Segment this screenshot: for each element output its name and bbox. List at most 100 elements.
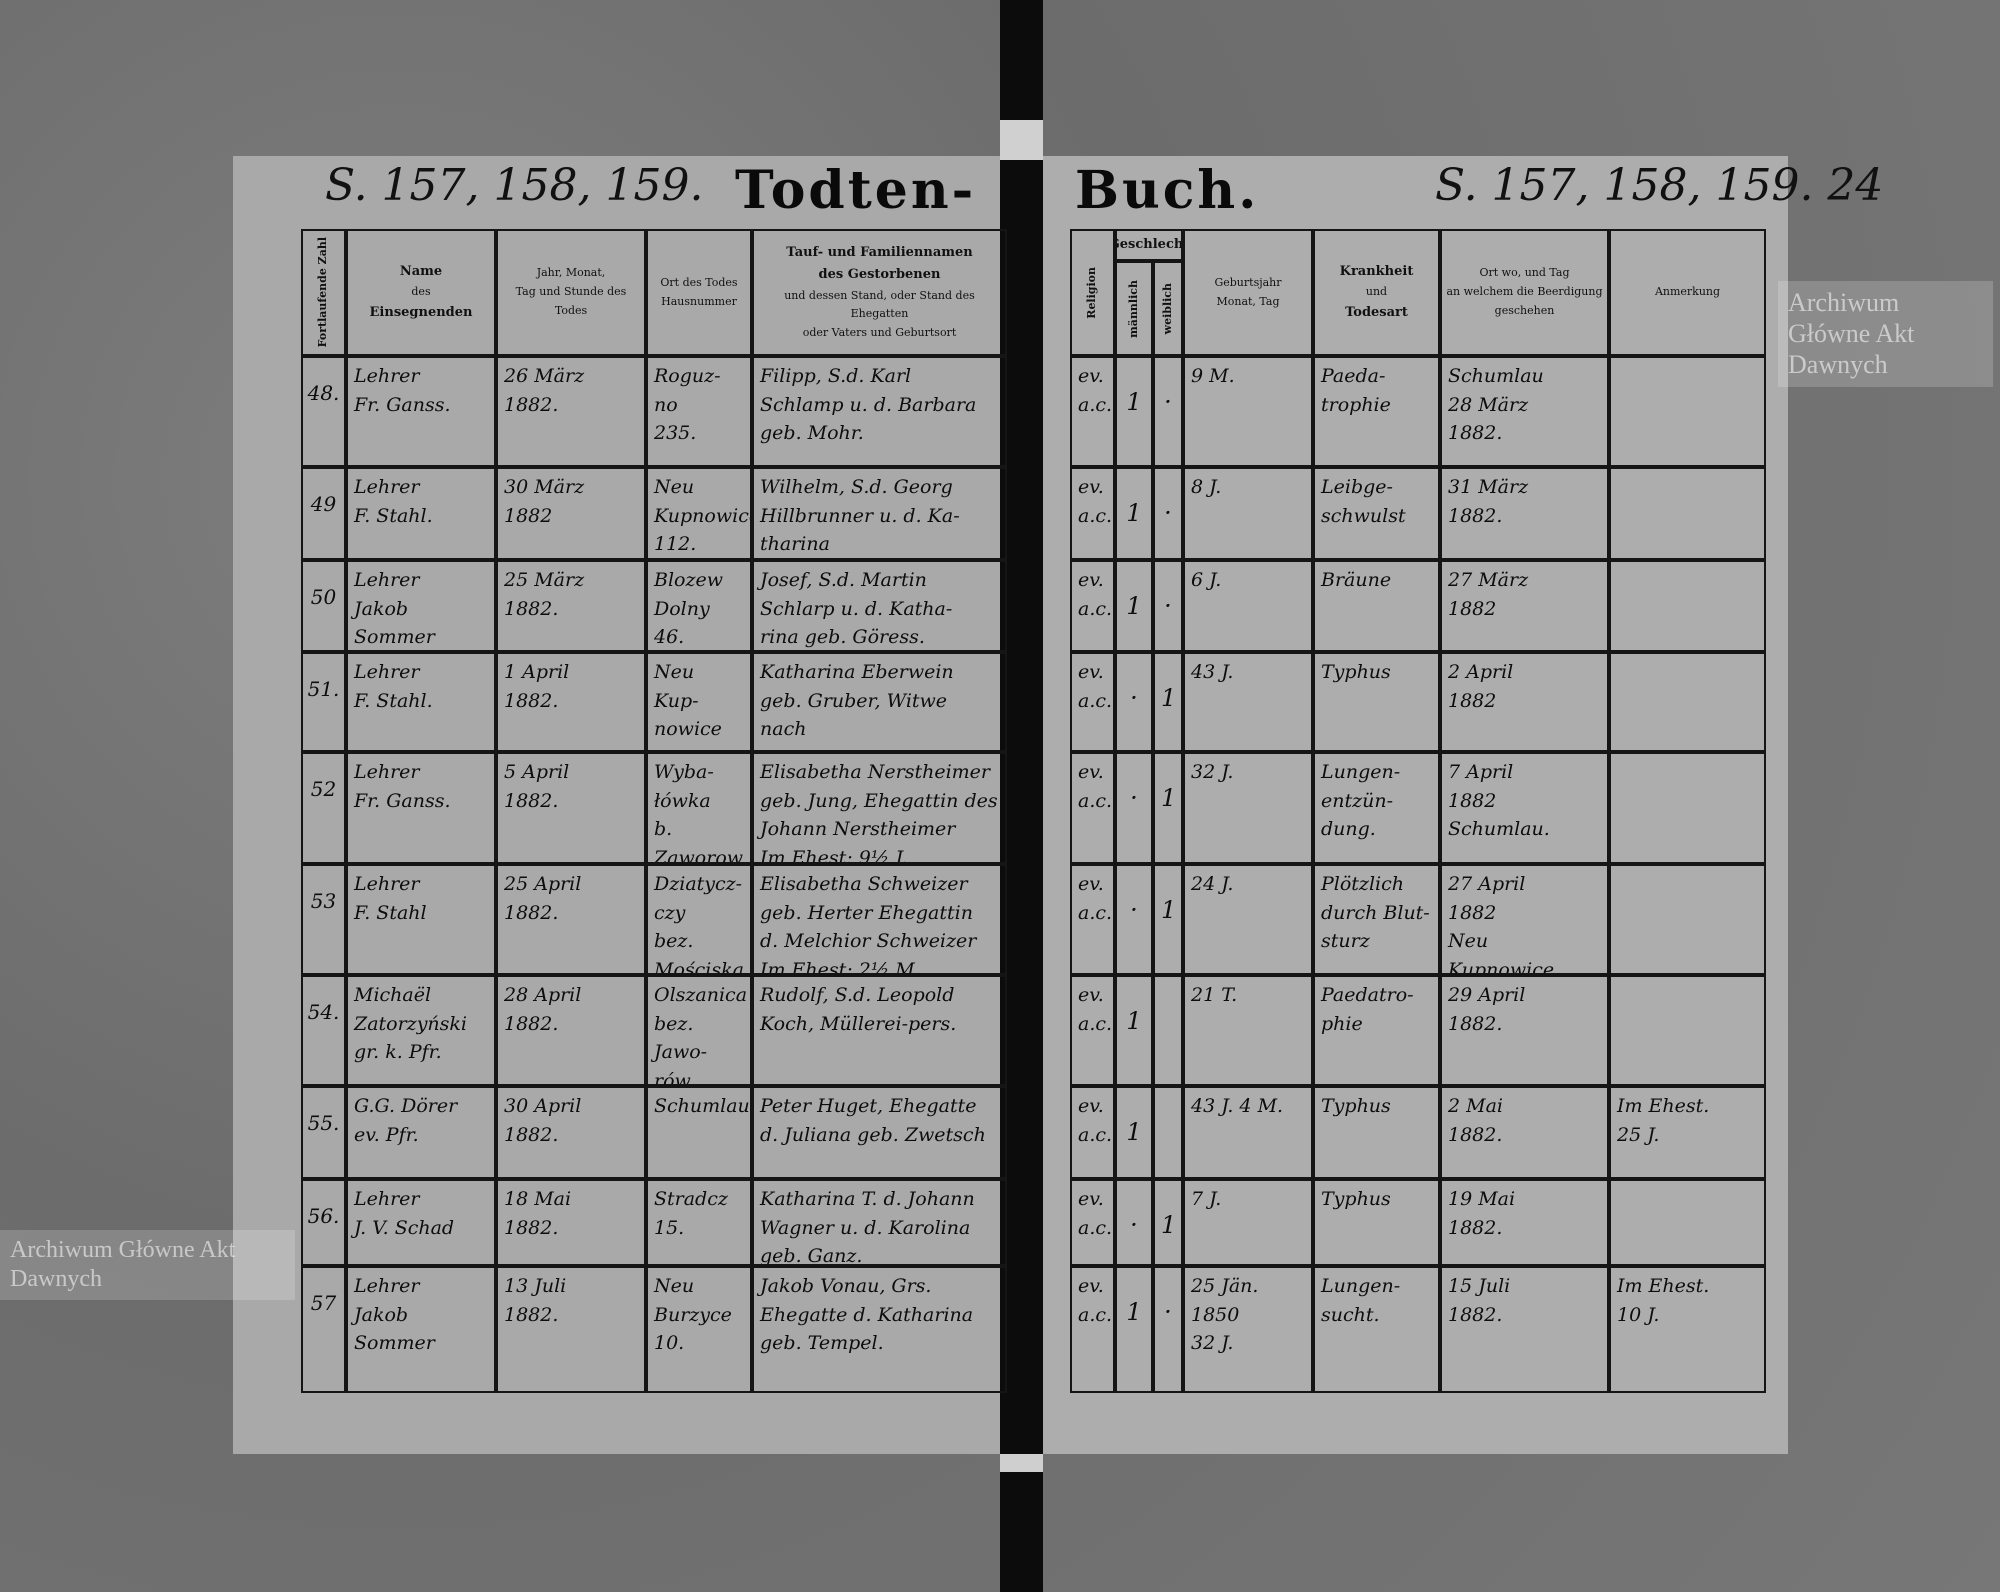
entry-officiant: Lehrer F. Stahl. <box>346 467 496 560</box>
entry-burial: 29 April 1882. <box>1440 975 1609 1086</box>
entry-birth: 43 J. <box>1183 652 1313 752</box>
entry-male: · <box>1115 652 1153 752</box>
entry-male: · <box>1115 864 1153 975</box>
header-deceased: Tauf- und Familiennamen des Gestorbenen un… <box>752 229 1007 356</box>
entry-deceased: Wilhelm, S.d. Georg Hillbrunner u. d. Ka… <box>752 467 1007 560</box>
header-line: und dessen Stand, oder Stand des Ehegatt… <box>784 288 975 321</box>
entry-disease: Paeda- trophie <box>1313 356 1440 467</box>
entry-religion: ev. a.c. <box>1070 652 1115 752</box>
entry-deceased: Katharina Eberwein geb. Gruber, Witwe na… <box>752 652 1007 752</box>
entry-disease: Lungen- entzün- dung. <box>1313 752 1440 864</box>
entry-date: 28 April 1882. <box>496 975 646 1086</box>
header-line: Ort wo, und Tag <box>1479 266 1570 280</box>
entry-male: 1 <box>1115 1086 1153 1179</box>
header-line: Ort des Todes <box>660 275 738 289</box>
entry-religion: ev. a.c. <box>1070 356 1115 467</box>
page-reference-right: S. 157, 158, 159. 24 <box>1435 160 1884 211</box>
entry-officiant: Lehrer Jakob Sommer <box>346 560 496 652</box>
entry-note <box>1609 752 1766 864</box>
entry-note <box>1609 652 1766 752</box>
entry-officiant: Lehrer F. Stahl <box>346 864 496 975</box>
watermark: Archiwum Główne Akt Dawnych <box>0 1230 295 1300</box>
header-line: geschehen <box>1494 303 1555 317</box>
entry-note <box>1609 1179 1766 1266</box>
header-male: männlich <box>1115 261 1153 356</box>
entry-number: 56. <box>301 1179 346 1266</box>
entry-birth: 21 T. <box>1183 975 1313 1086</box>
entry-birth: 32 J. <box>1183 752 1313 864</box>
entry-female: · <box>1153 560 1183 652</box>
watermark: Archiwum Główne Akt Dawnych <box>1778 281 1993 387</box>
entry-disease: Typhus <box>1313 652 1440 752</box>
entry-date: 18 Mai 1882. <box>496 1179 646 1266</box>
header-line: Todes <box>554 303 588 317</box>
header-line: an welchem die Beerdigung <box>1446 285 1603 299</box>
entry-male: 1 <box>1115 356 1153 467</box>
header-religion: Religion <box>1070 229 1115 356</box>
entry-officiant: G.G. Dörer ev. Pfr. <box>346 1086 496 1179</box>
left-page <box>233 156 1031 1454</box>
entry-number: 57 <box>301 1266 346 1393</box>
entry-deceased: Rudolf, S.d. Leopold Koch, Müllerei-pers… <box>752 975 1007 1086</box>
entry-note <box>1609 560 1766 652</box>
entry-birth: 7 J. <box>1183 1179 1313 1266</box>
entry-disease: Typhus <box>1313 1086 1440 1179</box>
entry-note <box>1609 975 1766 1086</box>
entry-deceased: Jakob Vonau, Grs. Ehegatte d. Katharina … <box>752 1266 1007 1393</box>
entry-female: · <box>1153 467 1183 560</box>
entry-place: Neu Kupnowice 112. <box>646 467 752 560</box>
entry-female: 1 <box>1153 1179 1183 1266</box>
entry-place: Blozew Dolny 46. <box>646 560 752 652</box>
entry-officiant: Lehrer J. V. Schad <box>346 1179 496 1266</box>
entry-religion: ev. a.c. <box>1070 864 1115 975</box>
entry-male: 1 <box>1115 560 1153 652</box>
entry-religion: ev. a.c. <box>1070 1179 1115 1266</box>
entry-disease: Typhus <box>1313 1179 1440 1266</box>
entry-male: 1 <box>1115 1266 1153 1393</box>
entry-male: · <box>1115 1179 1153 1266</box>
entry-date: 30 April 1882. <box>496 1086 646 1179</box>
entry-religion: ev. a.c. <box>1070 560 1115 652</box>
entry-religion: ev. a.c. <box>1070 1086 1115 1179</box>
entry-number: 55. <box>301 1086 346 1179</box>
entry-disease: Leibge- schwulst <box>1313 467 1440 560</box>
header-officiant: Name des Einsegnenden <box>346 229 496 356</box>
entry-burial: 2 Mai 1882. <box>1440 1086 1609 1179</box>
entry-birth: 9 M. <box>1183 356 1313 467</box>
book-spine <box>1000 0 1043 1592</box>
header-line: Jahr, Monat, <box>536 266 606 280</box>
header-line: Todesart <box>1345 304 1408 320</box>
entry-officiant: Lehrer Fr. Ganss. <box>346 752 496 864</box>
header-number: Fortlaufende Zahl <box>301 229 346 356</box>
header-line: oder Vaters und Geburtsort <box>802 325 957 339</box>
header-line: Hausnummer <box>661 294 737 308</box>
entry-female <box>1153 975 1183 1086</box>
entry-place: Olszanica bez. Jawo- rów 153. <box>646 975 752 1086</box>
header-line: Geschlecht <box>1117 236 1183 252</box>
entry-officiant: Michaël Zatorzyński gr. k. Pfr. <box>346 975 496 1086</box>
entry-number: 50 <box>301 560 346 652</box>
right-page <box>1043 156 1788 1454</box>
entry-officiant: Lehrer F. Stahl. <box>346 652 496 752</box>
spine-gap <box>1000 120 1043 160</box>
header-line: männlich <box>1126 279 1140 338</box>
entry-burial: Schumlau 28 März 1882. <box>1440 356 1609 467</box>
entry-burial: 19 Mai 1882. <box>1440 1179 1609 1266</box>
entry-deceased: Peter Huget, Ehegatte d. Juliana geb. Zw… <box>752 1086 1007 1179</box>
entry-date: 25 April 1882. <box>496 864 646 975</box>
entry-male: · <box>1115 752 1153 864</box>
entry-place: Roguz- no 235. <box>646 356 752 467</box>
entry-disease: Bräune <box>1313 560 1440 652</box>
header-line: Krankheit <box>1339 264 1414 280</box>
entry-place: Dziatycz- czy bez. Mościska <box>646 864 752 975</box>
page-reference-left: S. 157, 158, 159. <box>325 160 704 211</box>
entry-disease: Paedatro- phie <box>1313 975 1440 1086</box>
entry-number: 48. <box>301 356 346 467</box>
entry-date: 1 April 1882. <box>496 652 646 752</box>
header-line: Geburtsjahr <box>1214 275 1282 289</box>
entry-disease: Lungen- sucht. <box>1313 1266 1440 1393</box>
header-burial: Ort wo, und Tag an welchem die Beerdigung… <box>1440 229 1609 356</box>
entry-date: 26 März 1882. <box>496 356 646 467</box>
entry-number: 52 <box>301 752 346 864</box>
header-line: des <box>411 285 431 299</box>
